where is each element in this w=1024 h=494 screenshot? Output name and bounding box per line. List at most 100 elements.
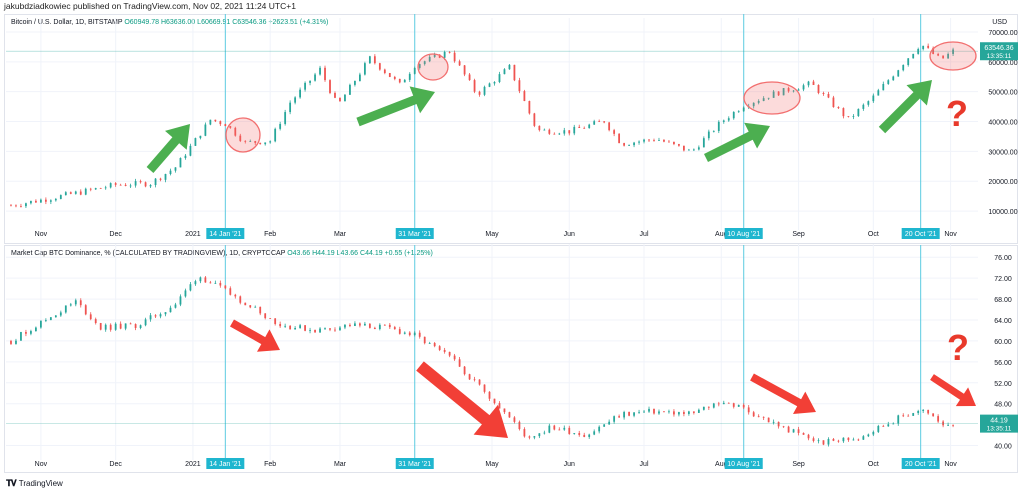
candle-body (458, 359, 461, 367)
candle-body (423, 61, 426, 65)
candle-body (473, 379, 476, 381)
candle-body (742, 107, 745, 112)
candle-body (543, 129, 546, 131)
currency-label: USD (992, 19, 1007, 26)
candle-body (279, 323, 282, 327)
candle-body (752, 102, 755, 107)
candle-body (673, 141, 675, 145)
candle-body (777, 91, 780, 96)
candle-body (244, 302, 247, 306)
x-tick-label: Sep (792, 461, 805, 468)
candle-body (109, 324, 112, 330)
candle-body (184, 290, 187, 297)
candle-body (842, 108, 845, 117)
candle-body (558, 133, 561, 135)
candle-body (727, 118, 730, 121)
candle-body (827, 94, 830, 98)
candle-body (872, 95, 875, 102)
footer-brand: TradingView (18, 479, 63, 488)
y-tick-label: 30000.00 (988, 149, 1017, 156)
candle-body (299, 89, 301, 98)
candle-body (792, 429, 795, 433)
candle-body (658, 411, 660, 414)
y-tick-label: 48.00 (994, 402, 1012, 409)
date-tag-label: 31 Mar '21 (398, 461, 431, 468)
candle-body (842, 437, 845, 442)
candle-body (717, 121, 720, 131)
candle-body (84, 188, 87, 195)
candle-body (722, 402, 725, 405)
candle-body (887, 424, 890, 427)
last-price-value: 44.19 (990, 418, 1008, 425)
candle-body (608, 421, 611, 425)
candle-body (229, 126, 232, 128)
candle-body (832, 97, 835, 108)
candle-body (393, 76, 396, 79)
red-arrow (416, 361, 508, 438)
candle-body (354, 323, 356, 327)
candle-body (658, 140, 660, 141)
tradingview-logo-icon[interactable]: 𝐓𝐕 (6, 478, 17, 488)
candle-body (174, 304, 177, 308)
candle-body (518, 421, 521, 430)
candle-body (623, 143, 625, 146)
candle-body (588, 124, 591, 129)
candle-body (25, 203, 27, 207)
candle-body (398, 329, 401, 334)
candle-body (722, 120, 725, 122)
x-tick-label: Aug (715, 461, 728, 468)
date-tag-bg (901, 458, 940, 469)
candle-body (578, 433, 581, 435)
candle-body (867, 101, 870, 105)
x-tick-label: Nov (944, 231, 957, 238)
candle-body (877, 90, 880, 96)
candle-body (169, 307, 172, 313)
candle-body (892, 76, 895, 81)
candle-body (772, 91, 775, 98)
candle-body (159, 314, 162, 317)
candle-body (109, 183, 112, 188)
candle-body (289, 102, 292, 113)
candle-body (528, 101, 531, 114)
last-price-value: 63546.36 (984, 45, 1013, 52)
btc-close: C63546.36 (232, 19, 267, 26)
candle-body (528, 436, 531, 438)
candle-body (568, 130, 571, 134)
candle-body (349, 84, 351, 95)
publisher-line: jakubdziadkowiec published on TradingVie… (4, 1, 296, 11)
candle-body (648, 408, 650, 412)
candle-body (603, 424, 606, 427)
y-tick-label: 40000.00 (988, 120, 1017, 127)
candle-body (618, 133, 621, 144)
candle-body (468, 74, 471, 81)
btc-high: H63636.00 (160, 19, 196, 26)
candle-body (533, 436, 536, 438)
candle-body (284, 325, 287, 327)
x-tick-label: Dec (109, 231, 122, 238)
candle-body (523, 91, 526, 102)
x-tick-label: Jul (640, 461, 649, 468)
candle-body (493, 82, 496, 84)
candle-body (687, 149, 690, 151)
x-tick-label: Nov (35, 231, 48, 238)
green-arrow (704, 122, 770, 162)
candle-body (264, 142, 267, 145)
candle-body (388, 324, 391, 328)
candle-body (54, 198, 57, 201)
candle-body (548, 425, 551, 433)
candle-body (697, 147, 700, 150)
candle-body (309, 80, 311, 83)
candle-body (947, 424, 949, 426)
candle-body (498, 74, 501, 83)
y-tick-label: 10000.00 (988, 209, 1017, 216)
candle-body (383, 69, 386, 74)
candle-body (339, 327, 341, 331)
candle-body (847, 437, 850, 441)
candle-body (463, 366, 466, 375)
candle-body (334, 92, 336, 98)
candle-body (174, 167, 177, 171)
candle-body (812, 81, 815, 86)
candle-body (807, 81, 810, 86)
candle-body (762, 98, 765, 101)
